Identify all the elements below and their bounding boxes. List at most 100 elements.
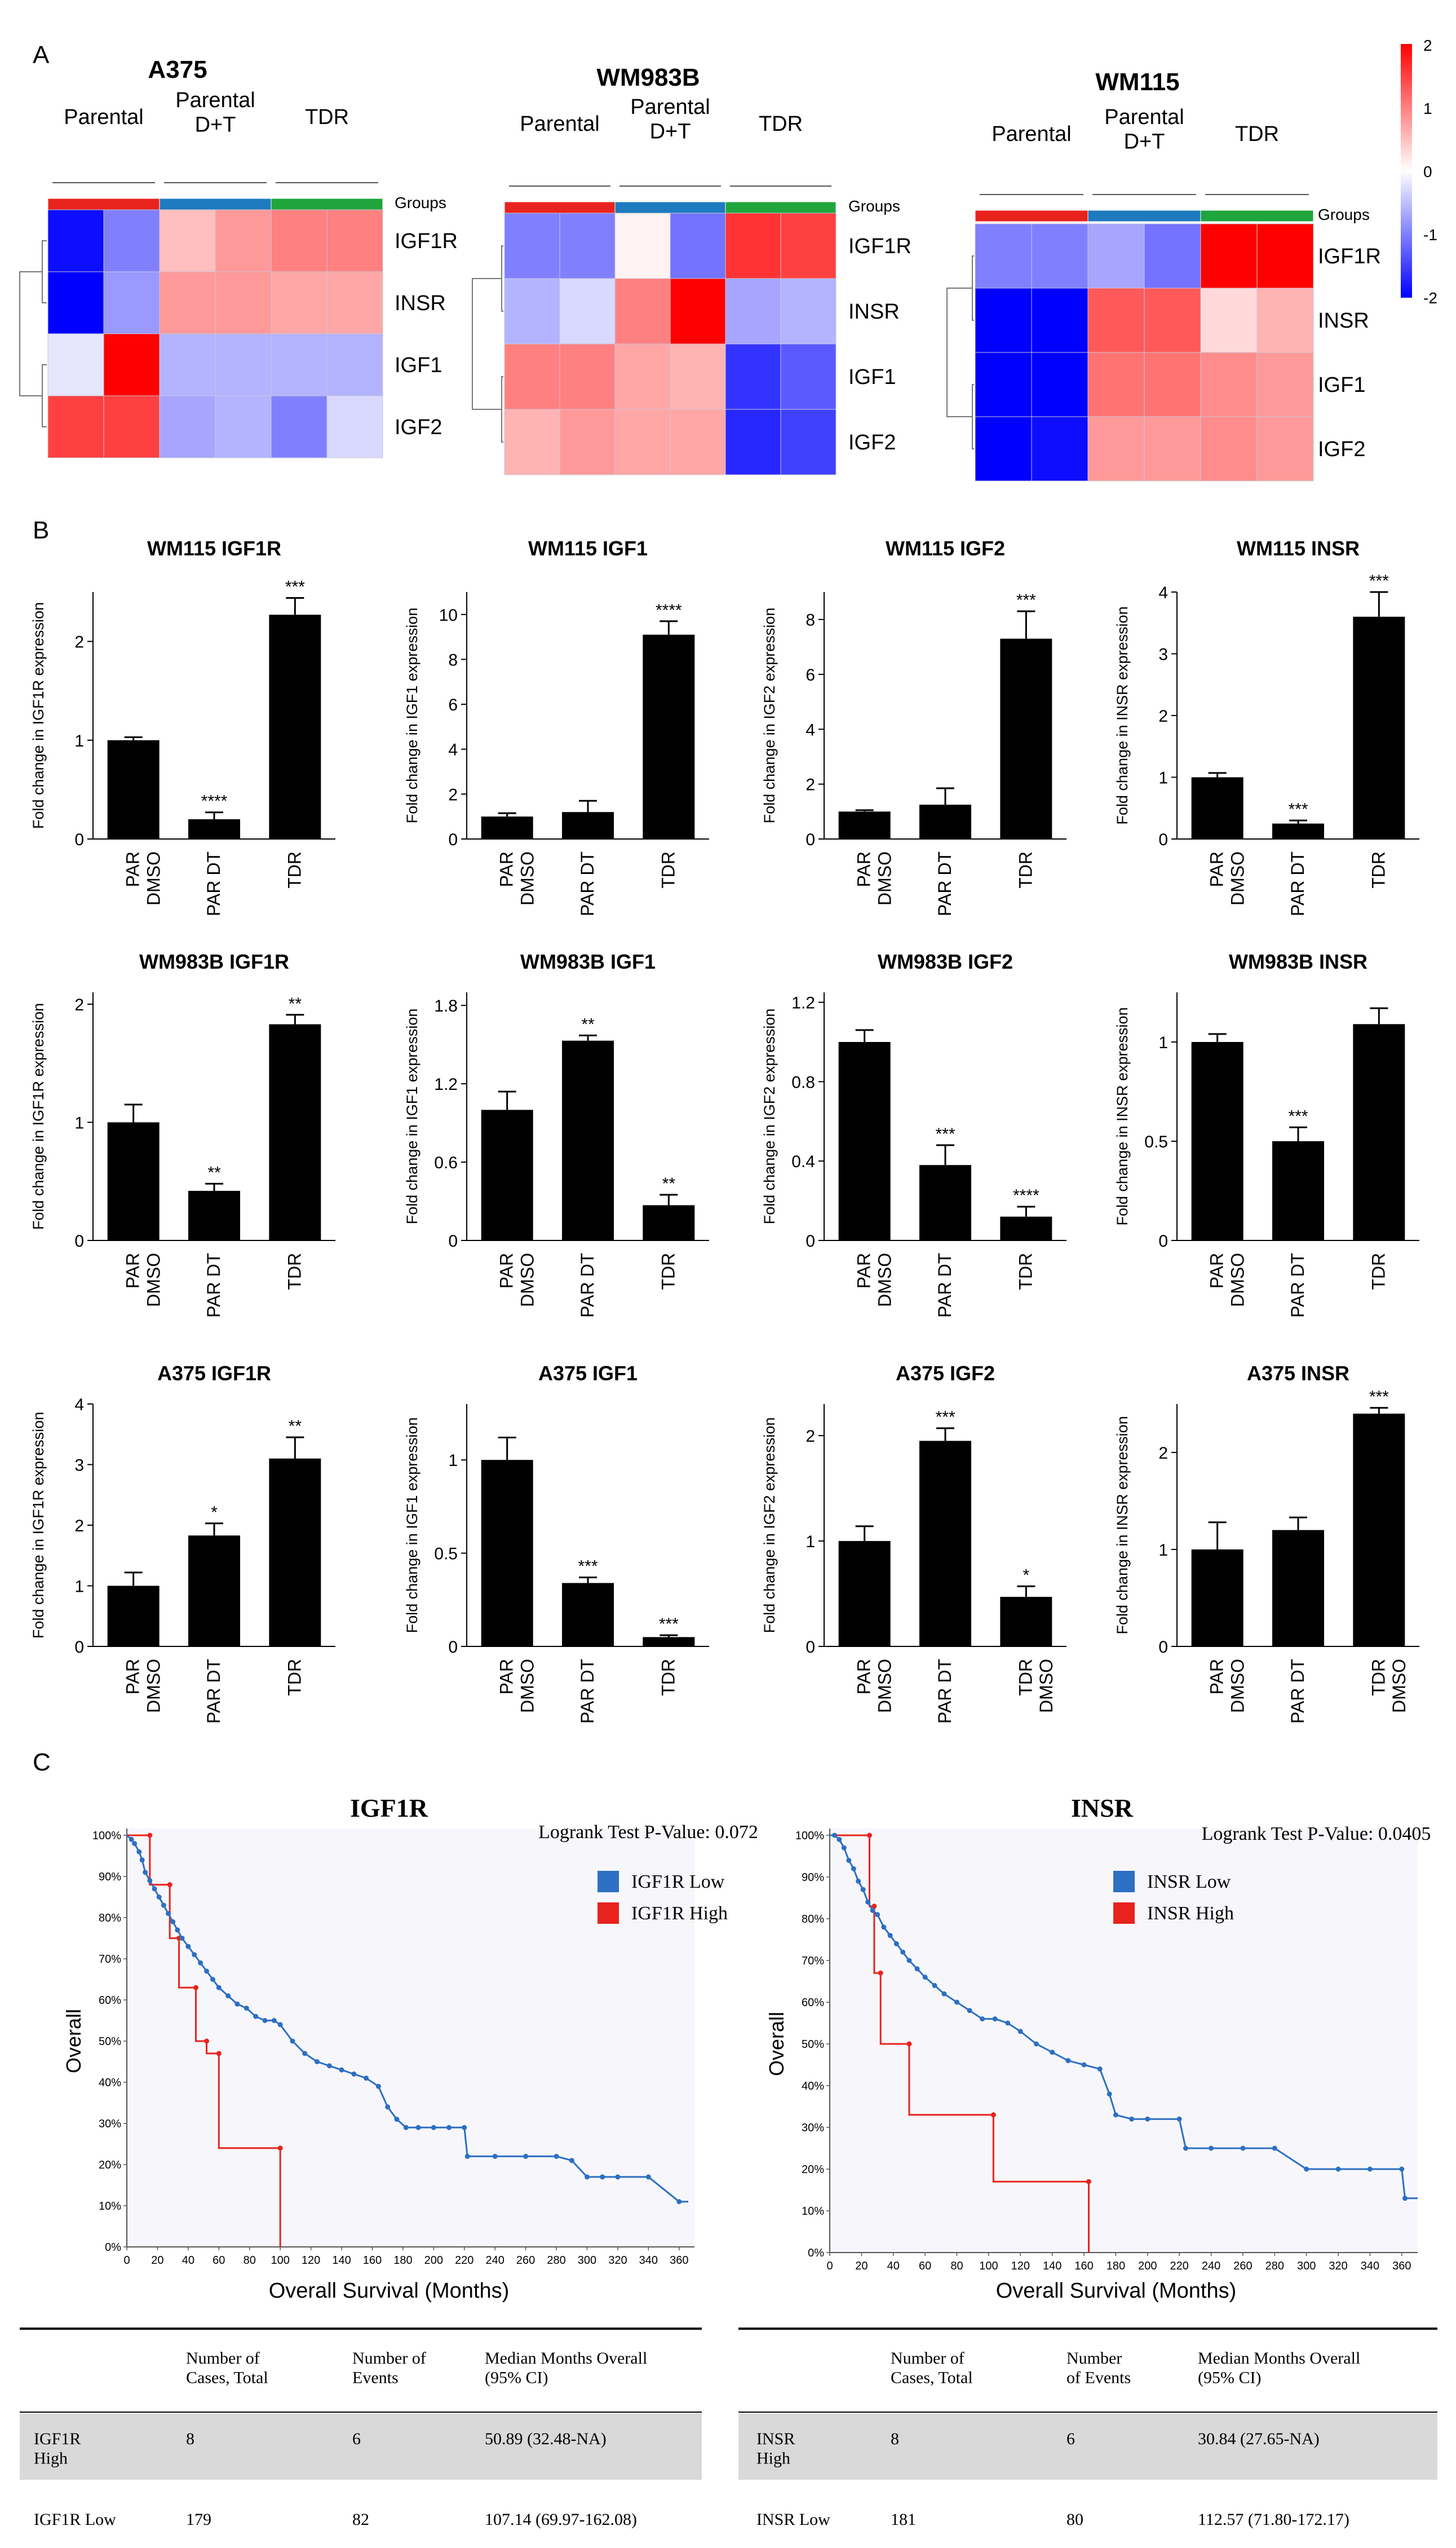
y-tick-label: 0 <box>806 831 815 849</box>
x-tick-label: TDR <box>284 1253 304 1290</box>
heatmap-cell <box>215 271 272 334</box>
significance-stars: ** <box>207 1163 221 1182</box>
heatmap-cell <box>47 395 104 458</box>
x-tick-label: 340 <box>1361 2260 1379 2272</box>
censor-mark <box>210 1977 215 1982</box>
censor-mark <box>860 1887 866 1892</box>
group-color-bar <box>614 201 726 214</box>
censor-mark <box>1113 2112 1118 2118</box>
table-cell: IGF1R Low <box>34 2510 116 2529</box>
table-shaded-row <box>20 2413 702 2480</box>
y-tick-label: 0% <box>808 2247 824 2259</box>
heatmap-colorbar: 2 1 0 -1 -2 <box>1401 37 1437 307</box>
group-color-bar <box>725 201 837 214</box>
chart-title: A375 IGF2 <box>896 1362 995 1385</box>
x-tick-label: PAR DT <box>935 1659 955 1724</box>
y-axis-label: Fold change in IGF1R expression <box>30 1003 47 1230</box>
y-tick-label: 3 <box>74 1456 84 1475</box>
censor-mark <box>922 1975 928 1980</box>
x-tick-label: PAR DT <box>935 1253 955 1318</box>
table-cell: 6 <box>1066 2430 1075 2448</box>
km-title: INSR <box>1071 1794 1134 1822</box>
heatmap-cell <box>1200 223 1258 289</box>
colorbar-tick: -2 <box>1423 289 1437 307</box>
legend-label: IGF1R High <box>631 1903 728 1924</box>
y-tick-label: 70% <box>802 1955 824 1967</box>
heatmap-cell <box>1200 288 1258 353</box>
significance-stars: **** <box>656 601 682 620</box>
censor-mark <box>179 1936 185 1941</box>
heatmap-cell <box>1031 352 1088 417</box>
y-tick-label: 0 <box>806 1638 815 1657</box>
y-tick-label: 10% <box>99 2200 121 2213</box>
bar-par-dmso <box>1191 777 1243 839</box>
y-tick-label: 0 <box>74 1638 84 1657</box>
censor-mark <box>204 2038 210 2044</box>
significance-stars: *** <box>1369 1388 1389 1406</box>
censor-mark <box>302 2051 308 2056</box>
censor-mark <box>1209 2145 1214 2151</box>
significance-stars: ** <box>581 1015 595 1034</box>
bar-par-dmso <box>1191 1549 1243 1646</box>
y-tick-label: 1.8 <box>434 997 458 1015</box>
censor-mark <box>851 1866 856 1871</box>
legend-swatch <box>1113 1871 1135 1892</box>
x-tick-label: 80 <box>244 2254 256 2267</box>
censor-mark <box>462 2125 467 2130</box>
censor-mark <box>906 1958 912 1963</box>
y-tick-label: 40% <box>99 2077 121 2089</box>
censor-mark <box>1017 2029 1023 2034</box>
table-cell: 6 <box>352 2430 361 2448</box>
km-plot-insr: INSR 0% 10% 20% 30% 40% 50% 60% 70% 80% 90% 100% 0 20… <box>765 1794 1431 2303</box>
y-tick-label: 2 <box>448 785 458 804</box>
table-header-cell: Median Months Overall (95% CI) <box>485 2349 647 2387</box>
censor-mark <box>415 2125 421 2130</box>
bar-par-dt <box>1272 1141 1324 1240</box>
bar-chart-wm983b-igf2: WM983B IGF2 0 0.4 0.8 1.2 Fold change in IGF2… <box>761 950 1066 1318</box>
gene-label-igf1r: IGF1R <box>1318 245 1381 268</box>
censor-mark <box>156 1895 162 1900</box>
heatmap-cell <box>559 343 616 410</box>
bar-par-dmso <box>838 1042 891 1240</box>
censor-mark <box>856 1878 861 1884</box>
censor-mark <box>846 1857 852 1863</box>
y-tick-label: 0% <box>105 2241 121 2254</box>
bar-tdr <box>269 615 321 839</box>
table-cell: 179 <box>186 2510 211 2529</box>
chart-title: WM983B IGF2 <box>878 950 1013 973</box>
y-tick-label: 4 <box>806 721 815 739</box>
x-tick-label: PARDMSO <box>1207 851 1248 906</box>
heatmap-cell <box>1256 416 1314 482</box>
x-tick-label: 160 <box>1074 2260 1093 2272</box>
censor-mark <box>175 1927 180 1933</box>
bar-par-dmso <box>838 811 891 839</box>
x-tick-label: PARDMSO <box>1207 1253 1248 1307</box>
heatmap-cell <box>1256 288 1314 353</box>
censor-mark <box>1304 2166 1309 2172</box>
censor-mark <box>136 1849 142 1854</box>
y-tick-label: 100% <box>92 1830 121 1842</box>
gene-label-insr: INSR <box>848 300 900 324</box>
group-color-bar <box>975 210 1088 222</box>
significance-stars: *** <box>935 1408 955 1427</box>
censor-mark <box>1086 2179 1091 2184</box>
km-curve-insr-low <box>830 1834 1418 2200</box>
group-label-tdr: TDR <box>1235 122 1279 146</box>
x-tick-label: 320 <box>608 2254 627 2267</box>
group-label-parental: Parental <box>64 105 144 129</box>
y-tick-label: 0 <box>806 1232 815 1251</box>
bar-tdr <box>269 1024 321 1240</box>
bar-par-dmso <box>107 1122 160 1240</box>
colorbar-tick: 1 <box>1423 100 1432 117</box>
panel-label-a: A <box>33 41 50 69</box>
y-tick-label: 50% <box>802 2038 824 2051</box>
censor-mark <box>165 1911 171 1916</box>
y-tick-label: 8 <box>448 651 458 669</box>
chart-title: A375 INSR <box>1247 1362 1349 1385</box>
x-tick-label: 280 <box>547 2254 565 2267</box>
y-tick-label: 60% <box>802 1997 824 2009</box>
censor-mark <box>1176 2116 1182 2122</box>
censor-mark <box>1183 2145 1188 2151</box>
significance-stars: *** <box>1288 800 1308 819</box>
y-tick-label: 0 <box>74 1232 84 1251</box>
